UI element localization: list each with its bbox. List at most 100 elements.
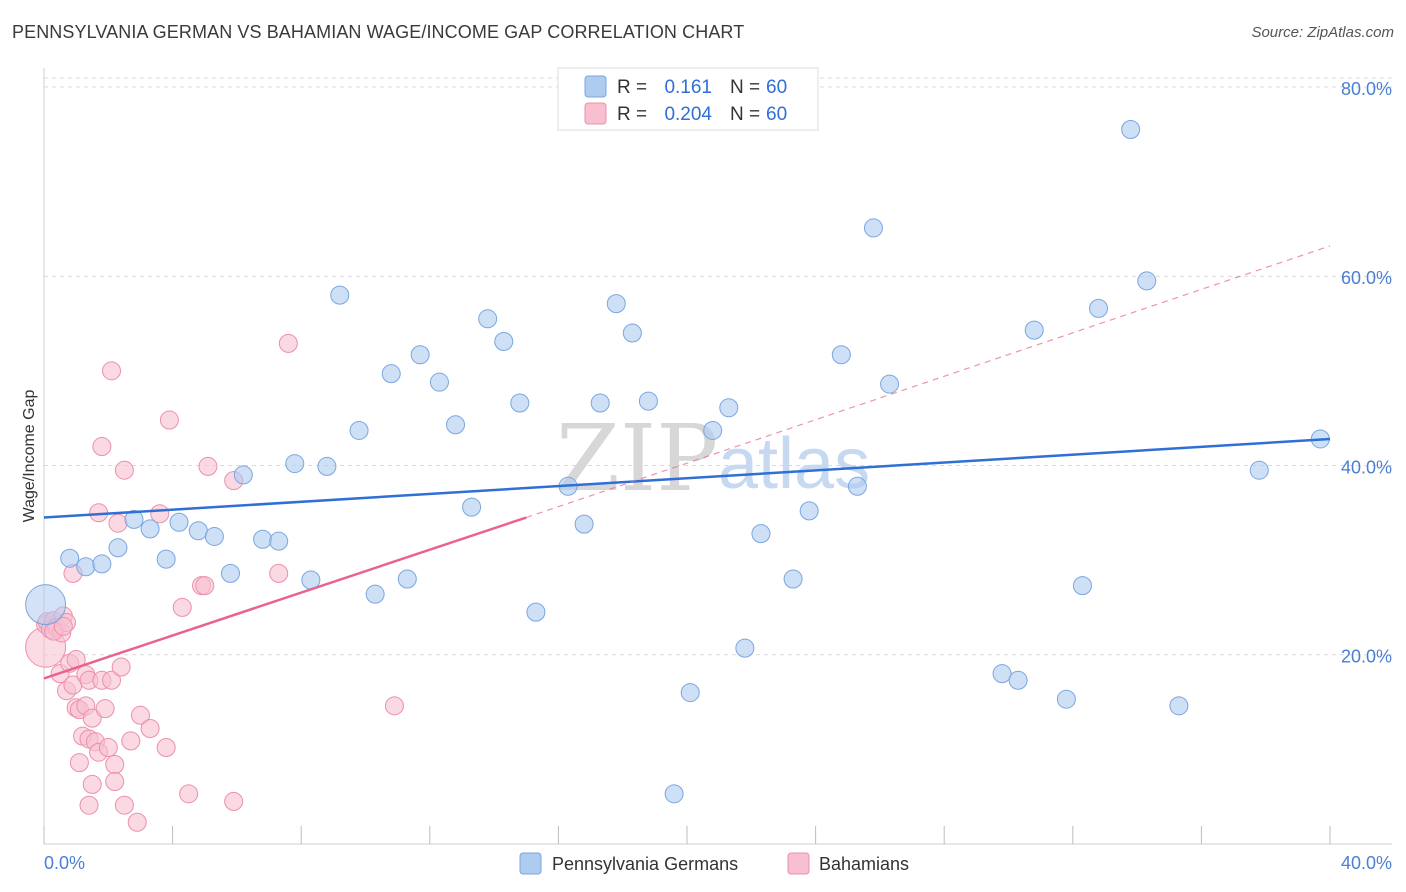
pennsylvania-germans-point-38 (680, 683, 700, 703)
pennsylvania-germans-point-9 (188, 521, 208, 541)
x-tick-label-min: 0.0% (44, 853, 85, 873)
trend-lines (43, 245, 1331, 680)
pennsylvania-germans-point-12 (233, 465, 253, 485)
pennsylvania-germans-point-45 (831, 345, 851, 365)
pennsylvania-germans-point-25 (446, 415, 466, 435)
trend-line-bahamians-extension (526, 245, 1331, 519)
pennsylvania-germans-point-37 (664, 784, 684, 804)
pennsylvania-germans-point-17 (317, 456, 337, 476)
bahamians-point-51 (198, 456, 218, 476)
bahamians-point-37 (111, 657, 131, 677)
pennsylvania-germans-point-2 (76, 557, 96, 577)
pennsylvania-germans-point-52 (1056, 689, 1076, 709)
legend-row2-r-label: R = (617, 104, 647, 125)
bottom-legend-label-bahamians: Bahamians (819, 854, 909, 874)
legend-blue-swatch (584, 75, 607, 98)
pennsylvania-germans-point-22 (397, 569, 417, 589)
x-tick-label-max: 40.0% (1341, 853, 1392, 873)
pennsylvania-germans-point-42 (751, 524, 771, 544)
pennsylvania-germans-point-48 (880, 374, 900, 394)
pennsylvania-germans-point-46 (847, 476, 867, 496)
pennsylvania-germans-point-21 (381, 364, 401, 384)
pennsylvania-germans-point-10 (204, 526, 224, 546)
bahamians-point-55 (278, 333, 298, 353)
watermark-zip: ZIP (556, 405, 718, 512)
bahamians-point-42 (130, 705, 150, 725)
legend-pink-swatch (584, 102, 607, 125)
bahamians-point-50 (195, 576, 215, 596)
bahamians-point-31 (98, 737, 118, 757)
pennsylvania-germans-point-33 (590, 393, 610, 413)
trend-line-pennsylvania-germans (43, 437, 1331, 519)
bahamians-point-40 (121, 731, 141, 751)
bahamians-point-52 (224, 791, 244, 811)
bottom-legend-blue-swatch (519, 852, 542, 875)
bahamians-point-29 (92, 437, 112, 457)
pennsylvania-germans-point-3 (92, 554, 112, 574)
pennsylvania-germans-point-7 (156, 549, 176, 569)
gridlines (44, 77, 1392, 656)
legend-row2-n-value: 60 (766, 104, 787, 125)
y-tick-label-40: 40.0% (1341, 457, 1392, 477)
bahamians-point-38 (114, 795, 134, 815)
chart-title: PENNSYLVANIA GERMAN VS BAHAMIAN WAGE/INC… (12, 22, 745, 42)
pennsylvania-germans-point-20 (365, 584, 385, 604)
bahamians-point-16 (69, 753, 89, 773)
bottom-legend: Pennsylvania Germans Bahamians (519, 852, 909, 875)
pennsylvania-germans-point-0 (25, 584, 67, 626)
pennsylvania-germans-point-27 (478, 309, 498, 329)
legend-row1-r-value: 0.161 (664, 77, 712, 98)
bahamians-point-34 (105, 755, 125, 775)
bahamians-point-48 (179, 784, 199, 804)
pennsylvania-germans-point-35 (622, 323, 642, 343)
legend-row1-n-value: 60 (766, 77, 787, 98)
pennsylvania-germans-point-34 (606, 294, 626, 314)
source-label: Source: ZipAtlas.com (1251, 24, 1394, 41)
pennsylvania-germans-point-36 (638, 391, 658, 411)
bahamians-point-30 (95, 699, 115, 719)
pennsylvania-germans-point-44 (799, 501, 819, 521)
legend-row2-r-value: 0.204 (664, 104, 712, 125)
pennsylvania-germans-point-49 (992, 664, 1012, 684)
bahamians-point-47 (172, 597, 192, 617)
y-tick-label-20: 20.0% (1341, 647, 1392, 667)
pennsylvania-germans-point-8 (169, 512, 189, 532)
pennsylvania-germans-point-14 (269, 531, 289, 551)
pennsylvania-germans-point-41 (735, 638, 755, 658)
bahamians-point-54 (269, 563, 289, 583)
pennsylvania-germans-point-18 (330, 285, 350, 305)
bahamians-point-22 (79, 795, 99, 815)
bahamians-point-46 (159, 410, 179, 430)
trend-line-bahamians (43, 516, 527, 680)
y-tick-label-60: 60.0% (1341, 268, 1392, 288)
pennsylvania-germans-point-5 (124, 509, 144, 529)
bahamians-point-33 (102, 361, 122, 381)
bahamians-point-35 (105, 772, 125, 792)
x-axis-ticks (43, 826, 1331, 844)
legend-box: R = 0.161 N = 60 R = 0.204 N = 60 (557, 67, 819, 131)
bahamians-point-23 (82, 774, 102, 794)
pennsylvania-germans-point-1 (60, 548, 80, 568)
pennsylvania-germans-point-58 (1249, 460, 1269, 480)
pennsylvania-germans-point-56 (1137, 271, 1157, 291)
bahamians-point-45 (156, 737, 176, 757)
pennsylvania-germans-point-4 (108, 538, 128, 558)
pennsylvania-germans-point-43 (783, 569, 803, 589)
pennsylvania-germans-point-29 (510, 393, 530, 413)
bahamians-point-32 (102, 670, 122, 690)
pennsylvania-germans-point-13 (253, 529, 273, 549)
pennsylvania-germans-point-32 (574, 514, 594, 534)
pennsylvania-germans-point-47 (863, 218, 883, 238)
bottom-legend-pink-swatch (787, 852, 810, 875)
watermark-atlas: atlas (718, 424, 870, 504)
bahamians-point-56 (384, 696, 404, 716)
bahamians-point-43 (140, 719, 160, 739)
pennsylvania-germans-point-15 (285, 454, 305, 474)
legend-row1-n-label: N = (730, 77, 760, 98)
watermark: ZIP atlas (556, 405, 870, 512)
pennsylvania-germans-point-55 (1121, 120, 1141, 140)
y-tick-label-80: 80.0% (1341, 79, 1392, 99)
bahamians-point-39 (114, 460, 134, 480)
pennsylvania-germans-point-24 (429, 372, 449, 392)
